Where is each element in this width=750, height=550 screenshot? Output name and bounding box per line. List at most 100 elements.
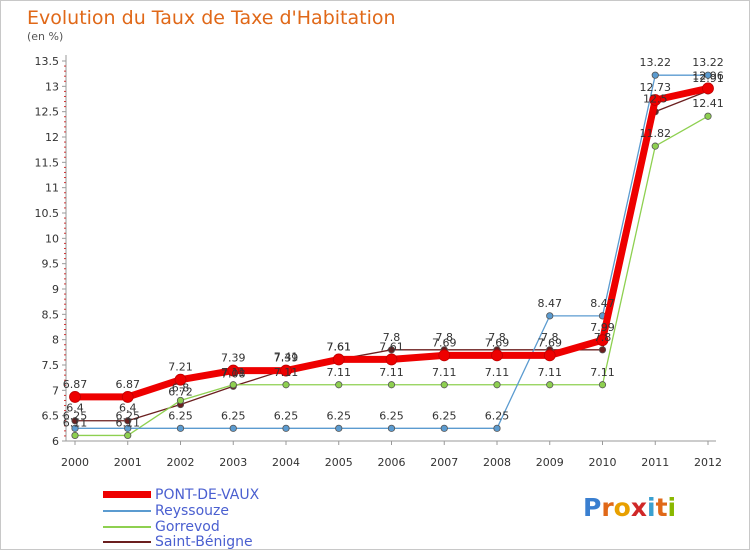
data-point bbox=[176, 424, 185, 432]
data-label: 8.47 bbox=[538, 297, 563, 310]
x-tick-label: 2012 bbox=[694, 456, 722, 469]
data-point bbox=[438, 349, 451, 362]
data-label: 7.08 bbox=[221, 367, 246, 380]
data-label: 13.22 bbox=[640, 56, 672, 69]
logo-letter: x bbox=[630, 493, 647, 522]
data-label: 6.11 bbox=[63, 416, 88, 429]
x-tick-label: 2007 bbox=[430, 456, 458, 469]
data-point bbox=[651, 71, 659, 79]
data-point bbox=[596, 334, 609, 347]
x-tick-label: 2006 bbox=[378, 456, 406, 469]
data-label: 6.25 bbox=[116, 409, 141, 422]
data-label: 6.87 bbox=[63, 378, 88, 391]
legend-swatch bbox=[103, 541, 151, 543]
data-point bbox=[651, 142, 659, 150]
data-point bbox=[598, 381, 607, 389]
data-label: 7.11 bbox=[538, 366, 563, 379]
proxiti-logo[interactable]: Proxiti bbox=[583, 493, 676, 522]
data-label: 6.25 bbox=[63, 409, 88, 422]
logo-letter: r bbox=[601, 493, 614, 522]
data-label: 12.96 bbox=[692, 69, 724, 82]
data-point bbox=[704, 71, 712, 79]
x-tick-label: 2010 bbox=[589, 456, 617, 469]
x-tick-label: 2004 bbox=[272, 456, 300, 469]
data-point bbox=[176, 396, 185, 405]
y-tick-label: 8 bbox=[52, 334, 59, 347]
data-point bbox=[440, 381, 448, 389]
y-tick-label: 12.5 bbox=[35, 106, 60, 119]
data-label: 6.25 bbox=[379, 409, 404, 422]
data-label: 6.25 bbox=[485, 409, 510, 422]
logo-letter: i bbox=[647, 493, 656, 522]
x-tick-label: 2008 bbox=[483, 456, 511, 469]
data-label: 12.41 bbox=[692, 97, 724, 110]
data-point bbox=[227, 364, 240, 377]
data-label: 6.4 bbox=[66, 402, 84, 415]
data-point bbox=[174, 373, 187, 386]
data-point bbox=[387, 346, 396, 354]
y-tick-label: 7.5 bbox=[42, 359, 60, 372]
y-tick-label: 12 bbox=[45, 131, 59, 144]
x-tick-label: 2005 bbox=[325, 456, 353, 469]
x-tick-label: 2002 bbox=[167, 456, 195, 469]
y-tick-label: 13 bbox=[45, 80, 59, 93]
data-label: 7.39 bbox=[221, 352, 246, 365]
data-point bbox=[124, 424, 132, 432]
data-label: 6.87 bbox=[116, 378, 141, 391]
data-label: 7.8 bbox=[594, 331, 612, 344]
data-point bbox=[387, 381, 396, 389]
data-point bbox=[543, 349, 556, 362]
data-point bbox=[332, 353, 345, 366]
y-tick-label: 10 bbox=[45, 232, 59, 245]
data-point bbox=[229, 424, 237, 432]
data-label: 7.11 bbox=[485, 366, 510, 379]
data-point bbox=[493, 424, 501, 432]
data-point bbox=[440, 424, 448, 432]
data-label: 7.11 bbox=[327, 366, 352, 379]
legend-swatch bbox=[103, 510, 151, 512]
data-point bbox=[335, 424, 343, 432]
y-tick-label: 13.5 bbox=[35, 55, 60, 68]
data-point bbox=[387, 424, 396, 432]
logo-letter: i bbox=[667, 493, 677, 522]
data-label: 6.11 bbox=[116, 416, 141, 429]
data-point bbox=[282, 381, 290, 389]
legend-label: PONT-DE-VAUX bbox=[155, 487, 260, 503]
data-point bbox=[124, 417, 132, 425]
x-tick-label: 2009 bbox=[536, 456, 564, 469]
data-point bbox=[702, 82, 714, 95]
data-point bbox=[335, 381, 343, 389]
x-tick-label: 2011 bbox=[641, 456, 669, 469]
legend-swatch bbox=[103, 491, 151, 498]
legend-swatch bbox=[103, 526, 151, 528]
x-tick-label: 2001 bbox=[114, 456, 142, 469]
data-label: 7.69 bbox=[538, 336, 563, 349]
legend-label: Gorrevod bbox=[155, 519, 220, 535]
data-point bbox=[69, 391, 81, 403]
data-label: 6.72 bbox=[168, 386, 193, 399]
data-label: 6.25 bbox=[432, 409, 457, 422]
logo-letter: o bbox=[613, 493, 631, 522]
data-label: 7.8 bbox=[541, 331, 559, 344]
data-point bbox=[704, 112, 712, 120]
data-label: 12.73 bbox=[640, 81, 672, 94]
data-label: 7.61 bbox=[327, 340, 352, 353]
chart-title: Evolution du Taux de Taxe d'Habitation bbox=[27, 7, 396, 29]
y-tick-label: 8.5 bbox=[42, 308, 60, 321]
data-label: 7.21 bbox=[168, 361, 193, 374]
data-point bbox=[280, 364, 292, 377]
data-point bbox=[229, 381, 237, 389]
legend-label: Reyssouze bbox=[155, 503, 229, 519]
data-label: 7.11 bbox=[221, 366, 246, 379]
data-label: 7.69 bbox=[432, 336, 457, 349]
data-label: 7.61 bbox=[327, 340, 352, 353]
data-label: 7.8 bbox=[383, 331, 401, 344]
y-tick-label: 11.5 bbox=[35, 156, 60, 169]
data-point bbox=[493, 381, 501, 389]
data-point bbox=[71, 424, 79, 432]
data-label: 7.11 bbox=[432, 366, 457, 379]
y-tick-label: 9 bbox=[52, 283, 59, 296]
chart-unit: (en %) bbox=[27, 30, 64, 43]
data-point bbox=[546, 381, 554, 389]
